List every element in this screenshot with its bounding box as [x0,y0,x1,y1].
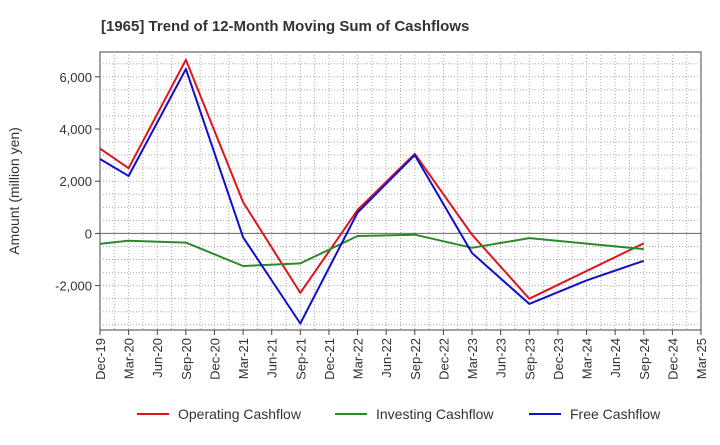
y-tick-label: -2,000 [55,279,92,294]
x-tick-label: Mar-21 [236,338,251,379]
legend: Operating Cashflow Investing Cashflow Free… [137,406,661,422]
x-tick-label: Mar-25 [694,338,709,379]
chart-title: [1965] Trend of 12-Month Moving Sum of C… [101,18,469,35]
x-tick-label: Dec-19 [93,338,108,380]
x-tick-label: Dec-22 [436,338,451,380]
x-tick-label: Sep-24 [637,338,652,380]
x-tick-label: Sep-22 [408,338,423,380]
y-tick-label: 6,000 [59,70,92,85]
x-tick-label: Sep-21 [293,338,308,380]
y-tick-label: 2,000 [59,174,92,189]
x-tick-label: Jun-20 [150,338,165,378]
x-tick-label: Jun-24 [608,338,623,378]
grid-lines [100,52,701,330]
series-lines [99,58,645,325]
legend-label-investing-cashflow: Investing Cashflow [376,406,494,422]
x-tick-label: Dec-21 [322,338,337,380]
series-line-investing-cashflow [99,233,644,267]
x-tick-label: Mar-22 [351,338,366,379]
y-tick-label: 4,000 [59,122,92,137]
x-tick-label: Mar-24 [580,338,595,379]
x-tick-label: Dec-20 [207,338,222,380]
x-tick-label: Jun-23 [494,338,509,378]
legend-label-operating-cashflow: Operating Cashflow [178,406,302,422]
x-tick-label: Sep-23 [522,338,537,380]
x-tick-label: Dec-23 [551,338,566,380]
y-tick-label: 0 [85,226,92,241]
x-tick-label: Sep-20 [179,338,194,380]
x-tick-label: Mar-20 [122,338,137,379]
x-axis-ticks: Dec-19 Mar-20 Jun-20 Sep-20 Dec-20 Mar-21 Jun-… [93,330,709,380]
series-line-operating-cashflow [99,58,645,300]
y-axis-ticks: -2,000 0 2,000 4,000 6,000 [55,70,100,294]
x-tick-label: Jun-21 [265,338,280,378]
y-axis-label: Amount (million yen) [6,127,22,255]
series-line-free-cashflow [99,68,645,325]
x-tick-label: Jun-22 [379,338,394,378]
x-tick-label: Mar-23 [465,338,480,379]
legend-label-free-cashflow: Free Cashflow [570,406,661,422]
x-tick-label: Dec-24 [665,338,680,380]
